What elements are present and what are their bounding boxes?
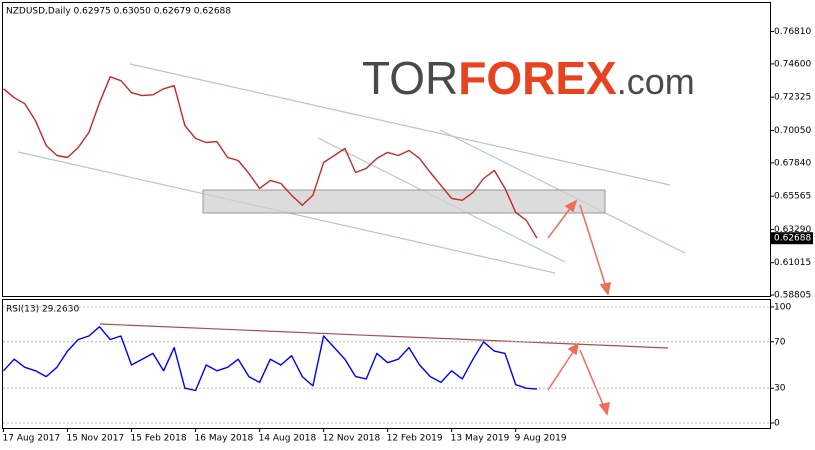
y-tick-label: 0	[774, 419, 780, 429]
y-tick-label: 0.61015	[774, 258, 811, 268]
x-tick-label: 14 Aug 2018	[259, 434, 317, 444]
x-tick-label: 15 Feb 2018	[131, 434, 187, 444]
y-tick-label: 0.76810	[774, 27, 811, 37]
rsi-trendline	[99, 323, 669, 349]
rsi-panel	[2, 299, 771, 429]
support-zone	[202, 189, 606, 214]
arrow	[579, 204, 607, 288]
y-tick-label: 0.58805	[774, 291, 811, 301]
x-tick-label: 16 May 2018	[195, 434, 254, 444]
x-tick-label: 12 Nov 2018	[323, 434, 381, 444]
x-tick-label: 12 Feb 2019	[387, 434, 443, 444]
price-panel	[2, 2, 771, 297]
arrow-head	[567, 342, 580, 356]
arrow-head	[598, 402, 610, 416]
y-tick-label: 0.74600	[774, 59, 811, 69]
y-tick-label: 0.63290	[774, 225, 811, 235]
y-tick-label: 30	[774, 384, 786, 394]
x-tick-label: 17 Aug 2017	[3, 434, 61, 444]
rsi-title: RSI(13) 29.2630	[6, 305, 79, 315]
arrow	[547, 205, 573, 239]
arrow	[547, 348, 576, 391]
x-tick-label: 15 Nov 2017	[67, 434, 125, 444]
logo-main: FOREX	[458, 52, 617, 104]
arrow-head	[564, 199, 578, 213]
y-tick-label: 0.65565	[774, 192, 811, 202]
y-tick-label: 70	[774, 337, 786, 347]
chart-title: NZDUSD,Daily 0.62975 0.63050 0.62679 0.6…	[6, 7, 231, 17]
forecast-arrows	[547, 199, 611, 416]
last-price-box	[771, 232, 813, 245]
y-tick-label: 100	[774, 302, 791, 312]
y-tick-label: 0.67840	[774, 158, 811, 168]
y-tick-label: 0.70050	[774, 126, 811, 136]
series-line	[2, 326, 538, 392]
x-tick-label: 9 Aug 2019	[515, 434, 567, 444]
arrow	[579, 349, 605, 408]
series-line	[3, 76, 538, 239]
logo: TORFOREX.com	[362, 52, 695, 104]
arrow-head	[599, 282, 611, 296]
y-tick-label: 0.72325	[774, 93, 811, 103]
x-tick-label: 13 May 2019	[451, 434, 510, 444]
last-price-label: 0.62688	[774, 234, 811, 244]
channel-line	[129, 63, 671, 186]
logo-prefix: TOR	[362, 52, 458, 104]
logo-suffix: .com	[617, 61, 695, 102]
